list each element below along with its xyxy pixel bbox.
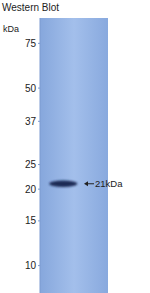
- tick-mark: [38, 220, 40, 221]
- tick-mark: [38, 43, 40, 44]
- tick-label: 25: [25, 159, 37, 170]
- membrane: [40, 18, 108, 293]
- tick-label: 15: [25, 215, 37, 226]
- tick-label: 37: [25, 116, 37, 127]
- tick-mark: [38, 164, 40, 165]
- arrow-head: [84, 181, 88, 186]
- band: [49, 181, 77, 187]
- tick-label: 10: [25, 260, 37, 271]
- tick-label: 50: [25, 83, 37, 94]
- tick-mark: [38, 189, 40, 190]
- bands: [49, 181, 77, 187]
- axis-line: [40, 18, 41, 293]
- axis-label: kDa: [3, 24, 19, 34]
- title: Western Blot: [2, 2, 59, 13]
- tick-label: 75: [25, 38, 37, 49]
- tick-mark: [38, 265, 40, 266]
- tick-label: 20: [25, 184, 37, 195]
- blot-figure: Western Blot kDa 75 50 37 25 20 15 10 21kDa: [0, 0, 150, 293]
- data-label: 21kDa: [95, 178, 123, 189]
- tick-mark: [38, 88, 40, 89]
- tick-mark: [38, 121, 40, 122]
